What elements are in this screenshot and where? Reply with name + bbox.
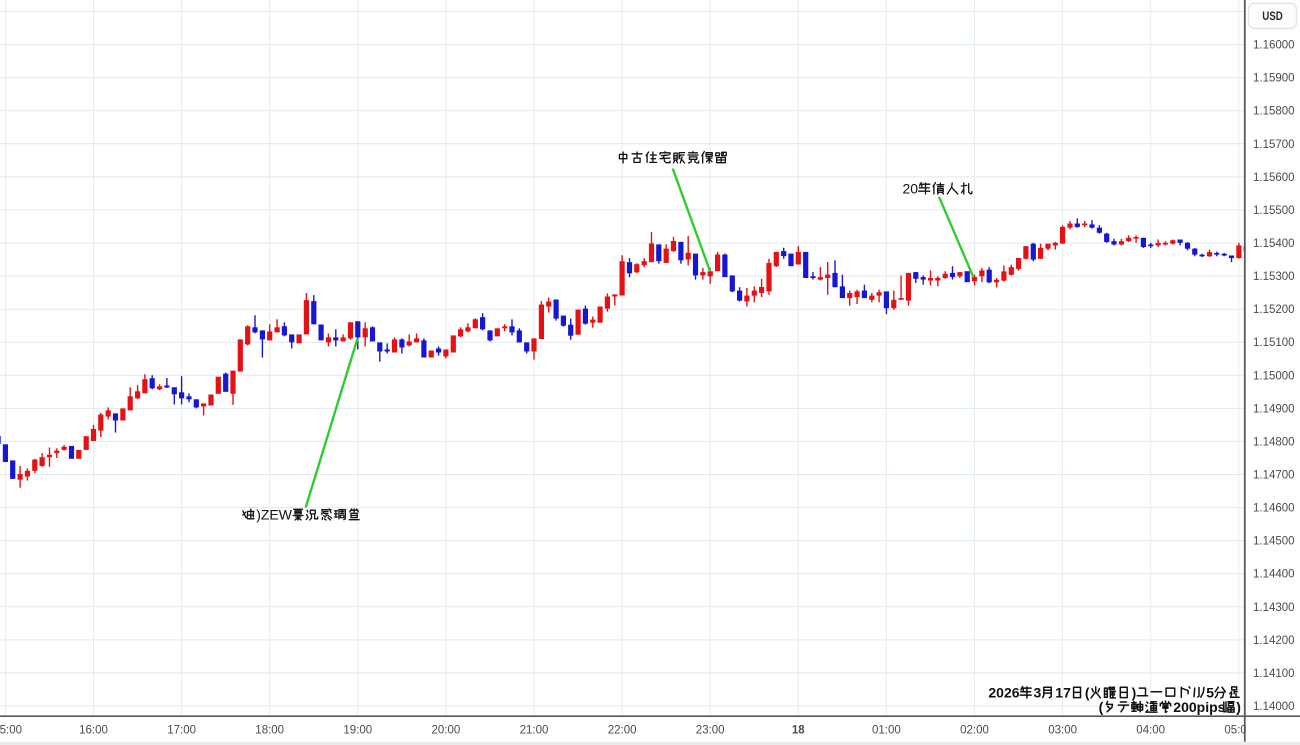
svg-text:1.15000: 1.15000 xyxy=(1253,370,1295,382)
svg-text:1.14900: 1.14900 xyxy=(1253,403,1295,415)
svg-text:03:00: 03:00 xyxy=(1048,725,1077,737)
svg-text:22:00: 22:00 xyxy=(608,725,637,737)
svg-text:1.14700: 1.14700 xyxy=(1253,470,1295,482)
svg-text:1.15100: 1.15100 xyxy=(1253,337,1295,349)
svg-text:5: 5 xyxy=(1206,684,1214,700)
svg-text:USD: USD xyxy=(1262,9,1283,23)
svg-text:23:00: 23:00 xyxy=(696,725,725,737)
svg-text:200pips: 200pips xyxy=(1173,699,1225,715)
svg-text:1.14200: 1.14200 xyxy=(1253,635,1295,647)
svg-text:1.14300: 1.14300 xyxy=(1253,602,1295,614)
svg-text:1.14500: 1.14500 xyxy=(1253,536,1295,548)
svg-text:1.15700: 1.15700 xyxy=(1253,139,1295,151)
svg-text:1.15900: 1.15900 xyxy=(1253,73,1295,85)
svg-text:15:00: 15:00 xyxy=(0,725,22,737)
svg-text:17:00: 17:00 xyxy=(167,725,196,737)
svg-text:1.15300: 1.15300 xyxy=(1253,271,1295,283)
svg-text:04:00: 04:00 xyxy=(1136,725,1165,737)
svg-text:)ZEW: )ZEW xyxy=(256,507,293,523)
svg-text:02:00: 02:00 xyxy=(960,725,989,737)
svg-text:21:00: 21:00 xyxy=(520,725,549,737)
svg-text:20: 20 xyxy=(903,181,919,197)
svg-text:3: 3 xyxy=(1034,684,1042,700)
svg-text:1.14600: 1.14600 xyxy=(1253,503,1295,515)
svg-text:16:00: 16:00 xyxy=(79,725,108,737)
svg-text:): ) xyxy=(1132,684,1137,700)
svg-text:1.15200: 1.15200 xyxy=(1253,304,1295,316)
svg-text:1.15400: 1.15400 xyxy=(1253,238,1295,250)
svg-text:2026: 2026 xyxy=(988,684,1019,700)
svg-text:1.15600: 1.15600 xyxy=(1253,172,1295,184)
svg-text:1.16000: 1.16000 xyxy=(1253,40,1295,52)
svg-text:1.15500: 1.15500 xyxy=(1253,205,1295,217)
svg-text:1.14400: 1.14400 xyxy=(1253,569,1295,581)
svg-text:01:00: 01:00 xyxy=(872,725,901,737)
svg-text:1.15800: 1.15800 xyxy=(1253,106,1295,118)
svg-text:20:00: 20:00 xyxy=(432,725,461,737)
svg-text:17: 17 xyxy=(1055,684,1071,700)
svg-text:19:00: 19:00 xyxy=(343,725,372,737)
svg-text:(: ( xyxy=(1099,699,1104,715)
svg-text:1.14000: 1.14000 xyxy=(1253,701,1295,713)
svg-text:18:00: 18:00 xyxy=(255,725,284,737)
svg-text:1.14100: 1.14100 xyxy=(1253,668,1295,680)
svg-text:18: 18 xyxy=(792,725,805,737)
svg-text:1.14800: 1.14800 xyxy=(1253,436,1295,448)
svg-text:): ) xyxy=(1236,699,1241,715)
svg-text:(: ( xyxy=(1085,684,1090,700)
